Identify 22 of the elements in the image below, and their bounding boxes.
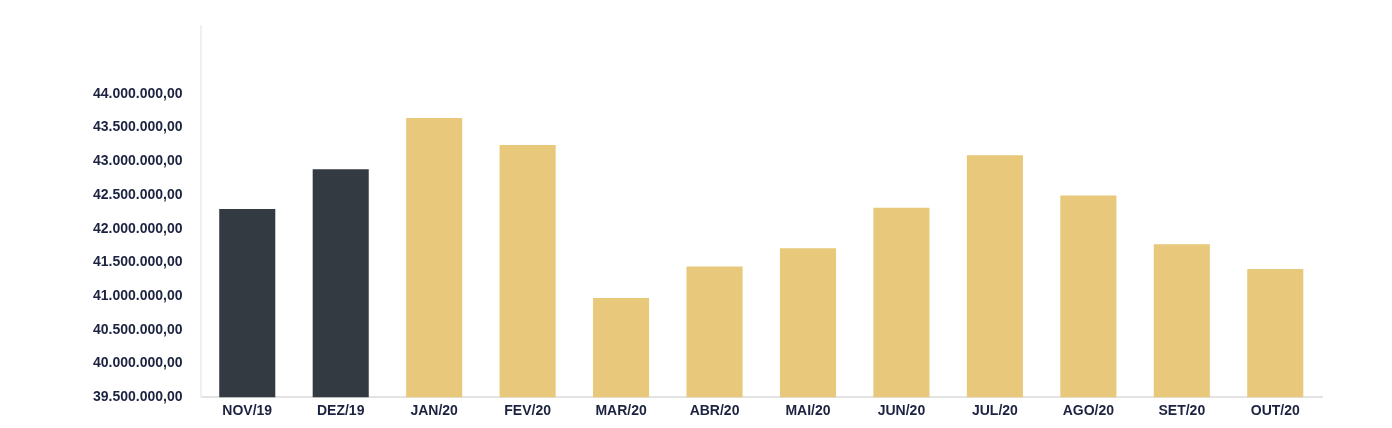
- y-tick-label: 40.000.000,00: [93, 354, 183, 371]
- y-tick-label: 43.000.000,00: [93, 152, 183, 169]
- y-tick-label: 41.000.000,00: [93, 286, 183, 303]
- x-tick-label: JAN/20: [410, 402, 459, 419]
- x-tick-label: NOV/19: [222, 402, 273, 419]
- x-tick-label: JUN/20: [877, 402, 926, 419]
- x-tick-label: ABR/20: [689, 402, 740, 419]
- x-tick-label: SET/20: [1158, 402, 1206, 419]
- x-tick-label: MAR/20: [595, 402, 647, 419]
- x-tick-label: MAI/20: [785, 402, 831, 419]
- y-tick-label: 44.000.000,00: [93, 84, 183, 101]
- y-tick-label: 43.500.000,00: [93, 118, 183, 135]
- x-tick-label: AGO/20: [1062, 402, 1115, 419]
- y-tick-label: 42.000.000,00: [93, 219, 183, 236]
- x-tick-label: OUT/20: [1250, 402, 1300, 419]
- x-tick-label: DEZ/19: [316, 402, 365, 419]
- x-tick-label: JUL/20: [971, 402, 1019, 419]
- x-tick-label: FEV/20: [504, 402, 552, 419]
- y-tick-label: 40.500.000,00: [93, 320, 183, 337]
- y-tick-label: 39.500.000,00: [93, 388, 183, 405]
- y-tick-label: 41.500.000,00: [93, 253, 183, 270]
- y-tick-label: 42.500.000,00: [93, 185, 183, 202]
